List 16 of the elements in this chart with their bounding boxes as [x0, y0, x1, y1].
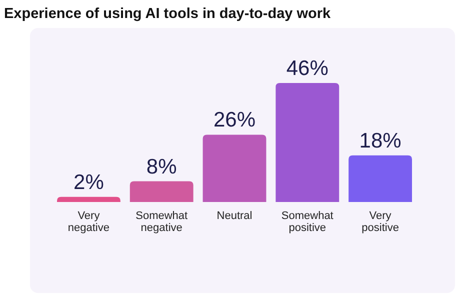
x-tick-label: Very negative: [68, 210, 110, 234]
x-tick-label: Somewhat negative: [136, 210, 188, 234]
bar: [276, 83, 340, 202]
bar: [348, 155, 412, 202]
data-label: 2%: [74, 170, 104, 194]
bar: [202, 134, 266, 202]
x-tick-label: Neutral: [216, 210, 252, 222]
data-label: 26%: [213, 108, 256, 132]
bar: [57, 196, 120, 202]
x-tick-label: Very positive: [362, 210, 399, 234]
x-tick-label: Somewhat positive: [281, 210, 334, 234]
bar: [130, 181, 194, 202]
data-label: 46%: [286, 57, 328, 80]
data-label: 18%: [359, 129, 402, 152]
data-label: 8%: [146, 155, 177, 178]
chart-title: Experience of using AI tools in day-to-day work: [4, 6, 332, 22]
